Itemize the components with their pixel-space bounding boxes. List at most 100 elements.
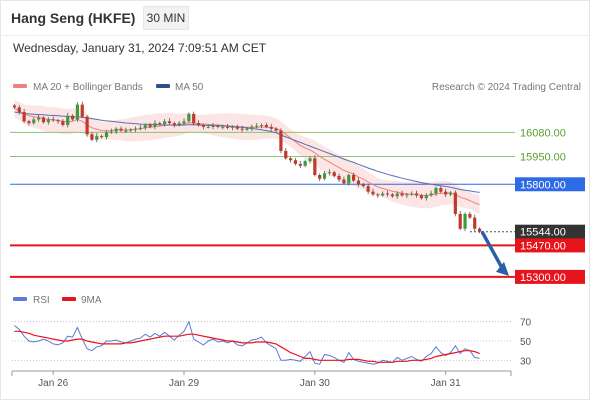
candle-body [414, 193, 419, 196]
candle-body [250, 126, 254, 129]
candle-body [332, 172, 336, 176]
x-axis-label: Jan 30 [300, 378, 330, 389]
candle-body [390, 194, 394, 197]
candle-body [371, 191, 375, 195]
candle-body [279, 130, 283, 151]
level-label-15544.00: 15544.00 [520, 227, 566, 239]
candle-body [385, 193, 390, 195]
candle-body [463, 213, 467, 229]
candle-body [361, 184, 365, 187]
level-label-15300.00: 15300.00 [520, 272, 566, 284]
candle-body [255, 125, 259, 127]
candle-body [473, 217, 477, 229]
rsi-level-label-70: 70 [520, 318, 532, 329]
candle-body [201, 125, 205, 127]
candle-body [269, 126, 273, 129]
level-box-15300.00 [515, 269, 585, 284]
candle-body [70, 115, 75, 120]
legend-label-ma20: MA 20 + Bollinger Bands [33, 82, 143, 93]
chart-datetime: Wednesday, January 31, 2024 7:09:51 AM C… [13, 41, 267, 55]
forecast-arrow [480, 230, 509, 276]
candle-body [284, 150, 288, 159]
candle-body [211, 125, 215, 127]
candle-body [143, 125, 147, 128]
legend-swatch-rsi [13, 297, 27, 301]
rsi-ma-line [14, 330, 480, 363]
level-label-15470.00: 15470.00 [520, 240, 566, 252]
candle-body [124, 130, 128, 132]
timeframe-button[interactable]: 30 MIN [143, 6, 189, 30]
level-label-15800.00: 15800.00 [520, 179, 566, 191]
candle-body [100, 136, 104, 138]
x-axis: Jan 26 Jan 29 Jan 30 Jan 31 [11, 370, 512, 389]
candle-body [230, 126, 235, 128]
rsi-level-label-30: 30 [520, 356, 532, 367]
candle-body [12, 105, 17, 108]
header-bar [0, 0, 590, 36]
candle-body [347, 175, 351, 184]
forecast-arrow-head [496, 261, 509, 276]
level-box-15544.00 [515, 224, 585, 239]
candle-body [177, 123, 181, 126]
candle-body [448, 192, 453, 195]
candle-body [148, 125, 152, 127]
level-label-16080.00: 16080.00 [520, 127, 566, 139]
candle-body [206, 126, 210, 128]
candle-body [342, 179, 346, 184]
candle-body [119, 128, 123, 131]
candle-body [192, 113, 196, 124]
candle-body [133, 128, 138, 130]
main-legend: MA 20 + Bollinger Bands MA 50 [13, 82, 204, 93]
candle-body [322, 173, 327, 179]
candle-body [318, 175, 322, 179]
candle-body [46, 119, 50, 123]
forecast-arrow-shaft [480, 230, 504, 270]
candle-body [172, 123, 176, 126]
candle-body [41, 117, 46, 123]
candle-body [405, 194, 409, 196]
candle-body [235, 126, 239, 129]
instrument-title: Hang Seng (HKFE) [11, 10, 136, 26]
candle-body [221, 126, 225, 128]
candle-body [245, 128, 249, 130]
candle-body [226, 126, 230, 128]
candle-body [303, 161, 307, 166]
legend-label-9ma: 9MA [81, 295, 102, 306]
candle-body [468, 213, 472, 218]
rsi-panel: 70 50 30 [12, 318, 532, 367]
candle-body [32, 119, 36, 124]
candle-body [400, 193, 404, 196]
candle-body [298, 163, 302, 166]
candle-body [453, 192, 457, 214]
level-labels: 16080.00 15950.00 15800.00 15544.0015470.00… [515, 127, 585, 284]
legend-label-rsi: RSI [33, 295, 50, 306]
candle-body [153, 123, 157, 127]
candle-body [381, 193, 385, 196]
candle-body [17, 107, 21, 113]
candle-body [114, 128, 118, 132]
candle-body [410, 193, 414, 195]
candle-body [293, 160, 298, 164]
candle-body [439, 187, 443, 192]
candle-body [356, 180, 361, 185]
candle-body [259, 125, 264, 127]
candle-body [308, 158, 312, 162]
candle-body [424, 195, 428, 199]
candle-body [109, 131, 113, 133]
candle-body [458, 213, 462, 229]
candle-body [419, 195, 424, 199]
x-axis-label: Jan 26 [38, 378, 68, 389]
candle-body [95, 136, 99, 140]
candle-body [327, 172, 331, 174]
candle-body [167, 121, 172, 124]
legend-label-ma50: MA 50 [175, 82, 204, 93]
rsi-legend: RSI 9MA [13, 295, 102, 306]
candle-body [163, 121, 167, 125]
candle-body [429, 193, 433, 196]
candle-body [274, 128, 278, 131]
candle-body [216, 125, 220, 127]
x-axis-label: Jan 29 [169, 378, 199, 389]
candle-body [351, 175, 356, 181]
candle-body [196, 123, 201, 126]
